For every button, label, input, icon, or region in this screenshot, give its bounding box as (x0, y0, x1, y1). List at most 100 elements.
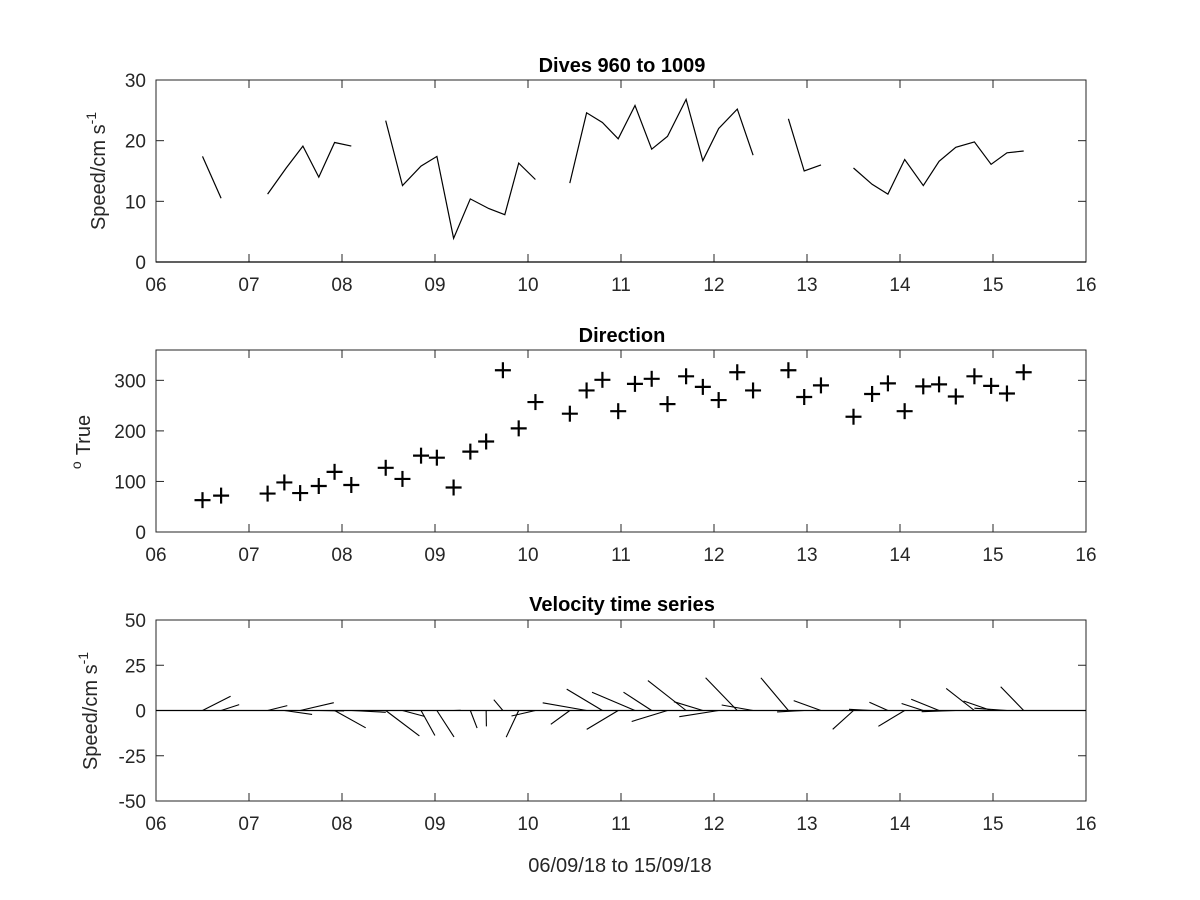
velocity-stick (679, 709, 719, 718)
direction-point (343, 476, 360, 493)
speed-panel-title: Dives 960 to 1009 (539, 55, 706, 77)
direction-y-tick-label: 100 (114, 472, 146, 493)
direction-point (610, 403, 627, 420)
direction-point (659, 396, 676, 413)
speed-y-tick-label: 10 (125, 192, 146, 213)
speed-panel-y-axis-label: Speed/cm s-1 (83, 112, 110, 230)
speed-axes-box (155, 79, 1087, 263)
direction-point (998, 385, 1015, 402)
direction-point (213, 487, 230, 504)
velocity-stick (901, 702, 924, 712)
direction-point (478, 433, 495, 450)
direction-x-tick-label: 13 (796, 545, 817, 566)
direction-x-tick-label: 08 (331, 545, 352, 566)
speed-panel-y-axis-label-superscript: -1 (83, 112, 99, 125)
velocity-stick (631, 709, 668, 723)
direction-x-tick-label: 11 (611, 545, 631, 566)
velocity-x-tick-label: 14 (889, 814, 911, 835)
velocity-stick (832, 710, 854, 730)
direction-point (462, 443, 479, 460)
velocity-stick (566, 688, 603, 711)
velocity-x-tick-label: 06 (145, 814, 166, 835)
direction-point (780, 362, 797, 379)
velocity-stick (721, 704, 754, 712)
velocity-stick (436, 710, 455, 738)
velocity-x-tick-label: 16 (1075, 814, 1096, 835)
direction-point (812, 377, 829, 394)
speed-panel-y-axis-label-text: Speed/cm s (88, 124, 110, 230)
speed-x-tick-label: 14 (889, 275, 911, 296)
velocity-stick (385, 710, 420, 737)
velocity-x-tick-label: 12 (703, 814, 724, 835)
speed-x-tick-label: 11 (611, 275, 631, 296)
velocity-stick (793, 700, 822, 712)
speed-x-tick-label: 12 (703, 275, 724, 296)
direction-point (745, 382, 762, 399)
direction-point (1015, 364, 1032, 381)
direction-point (527, 394, 544, 411)
velocity-stick (673, 701, 704, 712)
velocity-stick (910, 698, 940, 712)
velocity-x-tick-label: 08 (331, 814, 352, 835)
direction-point (494, 362, 511, 379)
direction-point (578, 382, 595, 399)
speed-series-line-5 (853, 141, 1024, 195)
velocity-stick (1000, 686, 1025, 711)
speed-y-tick-label: 30 (125, 71, 146, 92)
direction-point (643, 370, 660, 387)
direction-point (561, 405, 578, 422)
direction-point (864, 385, 881, 402)
speed-series-line-1 (267, 141, 352, 195)
speed-series-line-4 (787, 118, 822, 172)
direction-point (394, 470, 411, 487)
direction-point (594, 371, 611, 388)
direction-x-tick-label: 07 (238, 545, 259, 566)
velocity-y-tick-label: 50 (125, 611, 146, 632)
direction-panel-y-axis-label-text: True (73, 415, 95, 455)
velocity-x-tick-label: 13 (796, 814, 817, 835)
direction-x-tick-label: 12 (703, 545, 724, 566)
direction-point (947, 388, 964, 405)
direction-x-tick-label: 15 (982, 545, 1003, 566)
velocity-stick (334, 710, 366, 729)
speed-x-tick-label: 13 (796, 275, 817, 296)
speed-x-tick-label: 15 (982, 275, 1003, 296)
direction-point (292, 485, 309, 502)
direction-panel-y-axis-label-superscript: o (68, 461, 84, 469)
direction-point (966, 368, 983, 385)
speed-series-line-2 (385, 120, 536, 241)
speed-series-line-0 (201, 156, 222, 199)
direction-panel-y-axis-label: o True (68, 415, 95, 469)
velocity-stick (623, 691, 652, 711)
direction-y-tick-label: 0 (135, 523, 146, 544)
direction-point (729, 364, 746, 381)
velocity-stick (284, 709, 313, 715)
velocity-stick (760, 677, 789, 711)
direction-x-tick-label: 10 (517, 545, 538, 566)
velocity-x-tick-label: 09 (424, 814, 445, 835)
velocity-x-tick-label: 10 (517, 814, 538, 835)
speed-panel: Dives 960 to 1009 Speed/cm s-1 06 07 08 09 1… (83, 55, 1097, 296)
velocity-panel: Velocity time series Speed/cm s-1 06/09/… (75, 594, 1097, 877)
velocity-stick (542, 702, 587, 712)
direction-point (710, 392, 727, 409)
direction-panel-title: Direction (579, 325, 666, 347)
velocity-stick (591, 691, 636, 712)
velocity-stick (945, 687, 975, 711)
direction-point (694, 378, 711, 395)
speed-x-tick-label: 07 (238, 275, 259, 296)
direction-x-tick-label: 14 (889, 545, 911, 566)
velocity-x-tick-label: 15 (982, 814, 1003, 835)
direction-x-tick-label: 09 (424, 545, 445, 566)
direction-point (445, 479, 462, 496)
speed-x-tick-label: 10 (517, 275, 538, 296)
velocity-y-tick-label: -50 (119, 792, 146, 813)
direction-point (259, 485, 276, 502)
direction-point (428, 449, 445, 466)
direction-point (845, 408, 862, 425)
velocity-stick (974, 707, 1007, 712)
direction-point (879, 375, 896, 392)
direction-point (413, 447, 430, 464)
velocity-x-tick-label: 07 (238, 814, 259, 835)
direction-axes-box (155, 349, 1087, 533)
